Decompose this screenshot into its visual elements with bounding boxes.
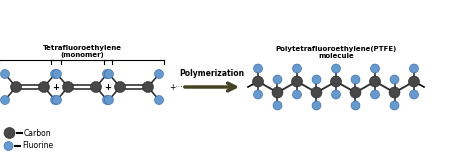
Circle shape (292, 90, 301, 99)
Circle shape (312, 75, 321, 84)
Circle shape (389, 87, 400, 98)
Text: Polytetrafluoroethylene(PTFE)
molecule: Polytetrafluoroethylene(PTFE) molecule (275, 46, 397, 59)
Circle shape (254, 90, 263, 99)
Circle shape (409, 76, 419, 87)
Circle shape (410, 90, 419, 99)
Circle shape (155, 96, 164, 104)
Circle shape (312, 101, 321, 110)
Circle shape (371, 90, 380, 99)
Circle shape (330, 76, 341, 87)
Text: +···: +··· (169, 83, 182, 91)
Text: +: + (53, 83, 60, 91)
Circle shape (292, 76, 302, 87)
Text: Carbon: Carbon (24, 128, 52, 138)
Circle shape (51, 69, 60, 79)
Circle shape (53, 69, 62, 79)
Circle shape (143, 82, 154, 93)
Text: Tetrafluoroethylene
(monomer): Tetrafluoroethylene (monomer) (43, 45, 121, 58)
Circle shape (272, 87, 283, 98)
Circle shape (10, 82, 21, 93)
Circle shape (331, 64, 340, 73)
Circle shape (104, 96, 113, 104)
Circle shape (350, 87, 361, 98)
Circle shape (311, 87, 322, 98)
Circle shape (253, 76, 264, 87)
Circle shape (254, 64, 263, 73)
Circle shape (102, 69, 111, 79)
Circle shape (51, 96, 60, 104)
Circle shape (331, 90, 340, 99)
Circle shape (4, 142, 13, 151)
Text: Fluorine: Fluorine (22, 142, 53, 151)
Circle shape (38, 82, 49, 93)
Circle shape (53, 96, 62, 104)
Circle shape (351, 75, 360, 84)
Circle shape (370, 76, 381, 87)
Circle shape (273, 101, 282, 110)
Circle shape (390, 75, 399, 84)
Circle shape (63, 82, 73, 93)
Circle shape (273, 75, 282, 84)
Circle shape (390, 101, 399, 110)
Circle shape (0, 69, 9, 79)
Text: Polymerization: Polymerization (180, 69, 245, 78)
Circle shape (91, 82, 101, 93)
Circle shape (410, 64, 419, 73)
Circle shape (371, 64, 380, 73)
Circle shape (351, 101, 360, 110)
Circle shape (115, 82, 126, 93)
Circle shape (155, 69, 164, 79)
Circle shape (102, 96, 111, 104)
Circle shape (292, 64, 301, 73)
Text: +: + (104, 83, 111, 91)
Circle shape (104, 69, 113, 79)
Circle shape (0, 96, 9, 104)
Circle shape (4, 128, 15, 138)
